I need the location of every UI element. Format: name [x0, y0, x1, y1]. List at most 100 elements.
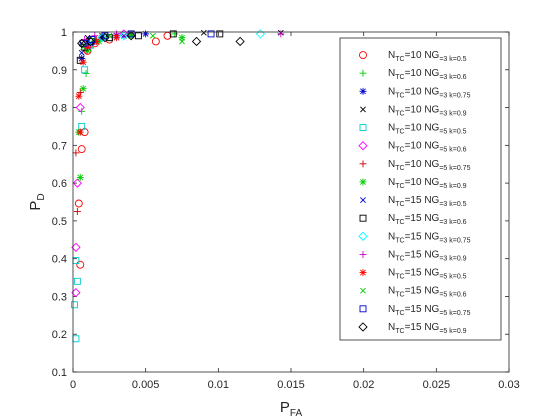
data-point [97, 33, 107, 43]
legend-label: NTC=10 NG=3 k=0.5 [388, 50, 467, 63]
data-point [191, 36, 202, 47]
data-point [113, 34, 121, 42]
legend-marker [358, 231, 368, 241]
legend-marker [358, 322, 368, 332]
legend-label: NTC=15 NG=3 k=0.9 [388, 249, 467, 262]
y-tick-label: 0.7 [52, 140, 67, 152]
series-13 [75, 34, 121, 136]
legend-box [339, 37, 502, 341]
legend-item: NTC=15 NG=5 k=0.6 [360, 286, 467, 299]
legend-marker [360, 197, 366, 203]
x-tick-label: 0 [70, 379, 76, 391]
legend-marker [359, 305, 367, 313]
data-point [75, 102, 85, 113]
legend-item: NTC=15 NG=3 k=0.6 [359, 213, 467, 226]
legend-label: NTC=10 NG=5 k=0.6 [388, 141, 467, 154]
data-point [73, 207, 81, 215]
data-point [255, 29, 266, 39]
data-point [77, 38, 87, 48]
data-point [76, 260, 85, 269]
x-tick-label: 0.025 [423, 379, 451, 391]
y-tick-label: 0.9 [52, 65, 67, 77]
data-point [179, 38, 185, 45]
data-point [78, 54, 86, 62]
y-tick-label: 0.3 [52, 291, 67, 303]
y-tick-label: 0.5 [52, 216, 67, 228]
legend-label: NTC=15 NG=3 k=0.5 [388, 195, 467, 208]
data-point [178, 34, 186, 42]
legend-marker [359, 87, 367, 95]
data-point [169, 30, 177, 38]
data-point [76, 128, 84, 136]
legend-item: NTC=10 NG=5 k=0.9 [359, 177, 467, 190]
legend-label: NTC=15 NG=5 k=0.5 [388, 268, 467, 281]
y-tick-label: 0.6 [52, 178, 67, 190]
legend: NTC=10 NG=3 k=0.5 NTC=10 NG=3 k=0.6 NTC=10… [339, 37, 502, 341]
legend-label: NTC=15 NG=5 k=0.6 [388, 286, 467, 299]
data-point [85, 36, 96, 47]
legend-marker [359, 124, 367, 132]
data-point [82, 70, 90, 78]
legend-marker [359, 160, 367, 168]
data-point [277, 30, 285, 38]
legend-marker [359, 214, 367, 222]
data-point [100, 33, 110, 43]
data-point [142, 30, 150, 38]
x-tick-label: 0.02 [353, 379, 374, 391]
data-points [71, 29, 285, 343]
x-tick-label: 0.01 [208, 379, 229, 391]
data-point [150, 32, 156, 39]
legend-item: NTC=15 NG=3 k=0.75 [358, 231, 471, 244]
legend-marker [359, 269, 367, 277]
plot-frame [72, 31, 510, 373]
data-point [200, 29, 207, 36]
data-point [119, 29, 129, 39]
data-point [126, 31, 136, 41]
legend-marker [358, 141, 368, 151]
legend-label: NTC=10 NG=3 k=0.9 [388, 104, 467, 117]
data-point [79, 58, 87, 66]
legend-label: NTC=10 NG=5 k=0.5 [388, 123, 467, 136]
data-point [81, 66, 89, 74]
legend-label: NTC=15 NG=3 k=0.75 [388, 231, 471, 244]
data-point [84, 43, 92, 51]
data-point [72, 149, 80, 157]
legend-label: NTC=15 NG=5 k=0.9 [388, 322, 467, 335]
legend-item: NTC=15 NG=3 k=0.5 [360, 195, 467, 208]
legend-marker [359, 250, 367, 258]
data-point [207, 30, 215, 38]
y-tick-label: 0.4 [52, 254, 67, 266]
legend-label: NTC=10 NG=3 k=0.6 [388, 68, 467, 81]
legend-marker [360, 106, 366, 113]
data-point [127, 32, 135, 40]
data-point [72, 178, 82, 188]
legend-item: NTC=10 NG=5 k=0.5 [359, 123, 467, 136]
data-point [127, 30, 135, 38]
data-point [75, 92, 83, 100]
y-tick-label: 0.8 [52, 103, 67, 115]
legend-item: NTC=10 NG=5 k=0.75 [359, 159, 471, 172]
data-point [74, 199, 83, 208]
data-point [80, 44, 87, 51]
data-point [78, 122, 86, 130]
legend-item: NTC=10 NG=3 k=0.5 [359, 50, 467, 63]
data-point [171, 30, 179, 38]
x-tick-label: 0.015 [277, 379, 305, 391]
data-point [73, 277, 81, 285]
legend-item: NTC=10 NG=5 k=0.6 [358, 141, 467, 154]
legend-label: NTC=10 NG=5 k=0.9 [388, 177, 467, 190]
legend-item: NTC=10 NG=3 k=0.6 [359, 68, 467, 81]
y-tick-label: 0.1 [52, 367, 67, 379]
data-point [76, 173, 84, 181]
data-point [78, 49, 85, 56]
data-point [77, 145, 86, 154]
legend-marker [359, 51, 367, 60]
data-point [79, 85, 87, 93]
legend-label: NTC=10 NG=3 k=0.75 [388, 86, 471, 99]
data-point [101, 32, 109, 40]
legend-marker [359, 178, 367, 186]
legend-item: NTC=15 NG=3 k=0.9 [359, 249, 467, 262]
data-point [151, 37, 160, 46]
legend-label: NTC=15 NG=3 k=0.6 [388, 213, 467, 226]
